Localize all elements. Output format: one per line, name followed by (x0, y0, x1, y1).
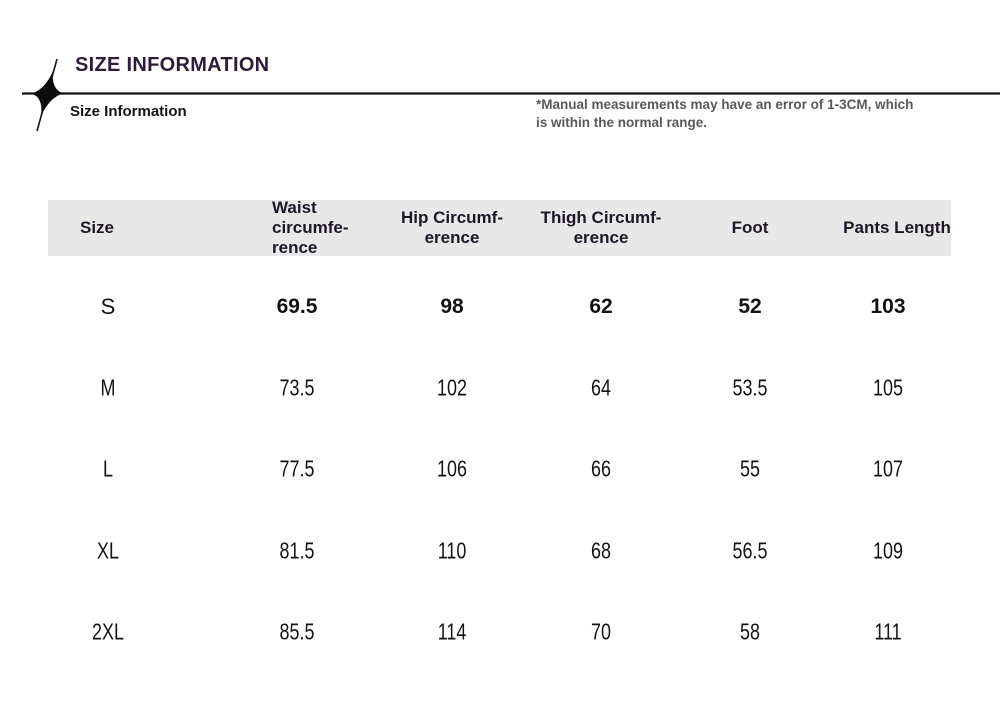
size-cell: S (100, 293, 116, 319)
foot-cell: 55 (740, 455, 760, 482)
foot-cell: 52 (738, 294, 762, 318)
header-cell-pants-length: Pants Length (843, 218, 951, 237)
foot-cell: 56.5 (732, 537, 768, 564)
hip-cell: 98 (440, 294, 464, 318)
thigh-cell: 62 (589, 294, 613, 318)
header-cell-size: Size (79, 218, 115, 237)
section-subtitle: Size Information (70, 103, 187, 120)
size-cell: L (103, 455, 113, 482)
pants-length-cell: 109 (873, 537, 903, 564)
header-cell-thigh-circumference: Thigh Circumf- erence (540, 208, 662, 247)
table-row-s: S 69.5 98 62 52 103 (0, 266, 1000, 347)
pants-length-cell: 105 (873, 374, 903, 401)
table-row-l: L 77.5 106 66 55 107 (0, 429, 1000, 510)
sparkle-icon (31, 71, 63, 116)
thigh-cell: 66 (591, 455, 611, 482)
thigh-cell: 68 (591, 537, 611, 564)
hip-cell: 114 (437, 618, 467, 645)
table-row-2xl: 2XL 85.5 114 70 58 111 (0, 592, 1000, 673)
hip-cell: 102 (437, 374, 467, 401)
waist-cell: 69.5 (276, 294, 318, 318)
thigh-cell: 64 (591, 374, 611, 401)
note-line-1: *Manual measurements may have an error o… (536, 97, 914, 112)
foot-cell: 53.5 (732, 374, 768, 401)
size-cell: M (100, 374, 116, 401)
pants-length-cell: 103 (870, 294, 906, 318)
page-title: SIZE INFORMATION (75, 54, 270, 76)
pants-length-cell: 107 (873, 455, 903, 482)
header-cell-foot: Foot (731, 218, 769, 237)
size-cell: 2XL (92, 618, 124, 645)
hip-cell: 106 (437, 455, 467, 482)
note-line-2: is within the normal range. (536, 114, 708, 130)
waist-cell: 81.5 (279, 537, 315, 564)
waist-cell: 85.5 (279, 618, 315, 645)
pants-length-cell: 111 (874, 618, 902, 645)
header-cell-hip-circumference: Hip Circumf- erence (401, 208, 503, 247)
table-row-xl: XL 81.5 110 68 56.5 109 (0, 510, 1000, 591)
hip-cell: 110 (437, 537, 467, 564)
waist-cell: 73.5 (279, 374, 315, 401)
table-row-m: M 73.5 102 64 53.5 105 (0, 347, 1000, 428)
thigh-cell: 70 (591, 618, 611, 645)
size-cell: XL (97, 537, 119, 564)
measurement-note: *Manual measurements may have an error o… (536, 96, 1000, 131)
sparkle-divider-graphic (22, 58, 1000, 132)
table-body: S 69.5 98 62 52 103 M 73.5 102 64 53.5 1… (0, 266, 1000, 673)
waist-cell: 77.5 (279, 455, 315, 482)
foot-cell: 58 (740, 618, 760, 645)
header-cell-waist-circumference: Waist circumfe- rence (272, 198, 349, 257)
table-header-row: Size Waist circumfe- rence Hip Circumf- … (48, 198, 951, 257)
